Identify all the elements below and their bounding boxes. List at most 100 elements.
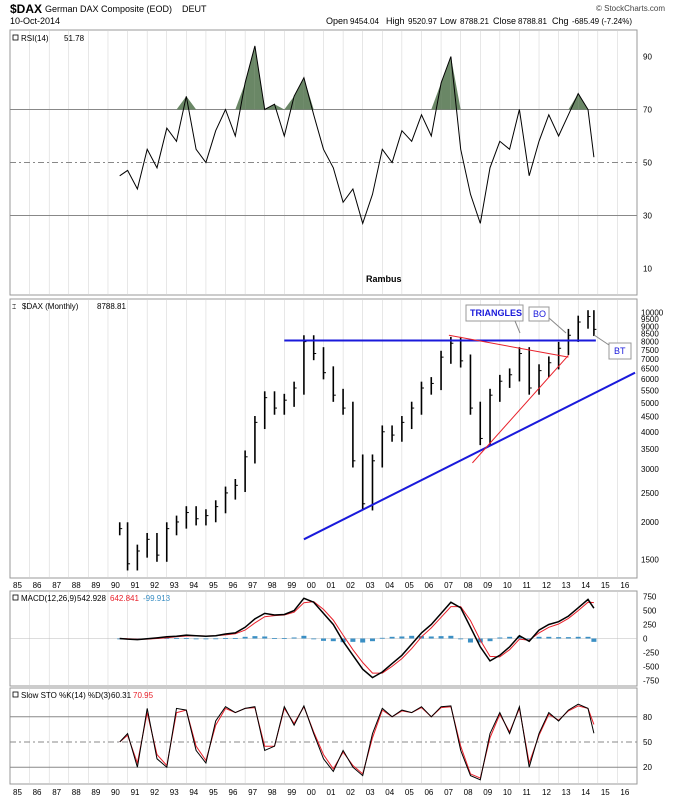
header-low-label: Low bbox=[440, 16, 457, 26]
annotation-bt-pointer bbox=[593, 334, 610, 346]
stoch-x-tick-label: 16 bbox=[620, 788, 629, 797]
stoch-x-tick-label: 90 bbox=[111, 788, 120, 797]
stoch-x-tick-label: 06 bbox=[424, 788, 433, 797]
macd-y-tick-label: 0 bbox=[643, 635, 648, 644]
macd-histogram-bar bbox=[448, 635, 454, 639]
x-tick-label: 89 bbox=[91, 581, 100, 590]
rsi-overbought-fill bbox=[568, 93, 579, 110]
stoch-x-tick-label: 94 bbox=[189, 788, 198, 797]
rsi-y-tick-label: 70 bbox=[643, 106, 652, 115]
macd-y-tick-label: 750 bbox=[643, 593, 657, 602]
stoch-x-tick-label: 04 bbox=[385, 788, 394, 797]
price-y-tick-label: 7500 bbox=[641, 346, 659, 355]
header-open: 9454.04 bbox=[350, 17, 379, 26]
stoch-x-tick-label: 99 bbox=[287, 788, 296, 797]
annotation-bo-pointer bbox=[548, 317, 567, 334]
stoch-x-tick-label: 97 bbox=[248, 788, 257, 797]
macd-histogram-bar bbox=[379, 637, 385, 639]
annotation-triangles-box bbox=[465, 304, 524, 322]
rsi-overbought-fill bbox=[450, 56, 461, 110]
macd-legend: MACD(12,26,9) 542.928 642.841 -99.913 bbox=[12, 594, 171, 603]
x-tick-label: 91 bbox=[131, 581, 140, 590]
rsi-overbought-fill bbox=[274, 104, 285, 110]
stoch-x-tick-label: 85 bbox=[13, 788, 22, 797]
macd-histogram-bar bbox=[428, 636, 434, 639]
price-y-tick-label: 3500 bbox=[641, 445, 659, 454]
stoch-x-tick-label: 01 bbox=[327, 788, 336, 797]
macd-histogram-bar bbox=[507, 636, 513, 639]
stoch-x-tick-label: 11 bbox=[522, 788, 531, 797]
macd-histogram-bar bbox=[242, 636, 248, 639]
stoch-x-tick-label: 96 bbox=[229, 788, 238, 797]
price-trendlines bbox=[284, 334, 636, 541]
macd-panel: 750 500 250 0 -250 -500 -750 MACD(12,26,9) 542… bbox=[9, 590, 660, 687]
macd-histogram-bar bbox=[409, 635, 415, 639]
stoch-k-line bbox=[119, 703, 595, 781]
macd-histogram-bar bbox=[232, 637, 238, 639]
price-y-tick-label: 6500 bbox=[641, 365, 659, 374]
price-y-tick-label: 7000 bbox=[641, 355, 659, 364]
rsi-y-ticks: 10 30 50 70 90 bbox=[643, 53, 652, 274]
rsi-overbought-fill bbox=[303, 77, 314, 110]
price-y-tick-label: 10000 bbox=[641, 309, 664, 318]
stoch-x-tick-label: 09 bbox=[483, 788, 492, 797]
header-name: German DAX Composite (EOD) bbox=[45, 4, 172, 14]
macd-histogram-bar bbox=[536, 636, 542, 639]
x-tick-label: 97 bbox=[248, 581, 257, 590]
macd-legend-value-3: -99.913 bbox=[143, 594, 171, 603]
annotation-bo: BO bbox=[528, 306, 567, 334]
macd-histogram-bar bbox=[281, 638, 287, 639]
price-x-ticks: 85 86 87 88 89 90 91 92 93 94 95 96 97 98 99 00 01 02 03 04… bbox=[13, 581, 630, 590]
macd-histogram-bar bbox=[291, 637, 297, 639]
stoch-legend-icon bbox=[12, 691, 19, 698]
rsi-line bbox=[119, 45, 595, 226]
stoch-x-tick-label: 02 bbox=[346, 788, 355, 797]
price-y-tick-label: 4500 bbox=[641, 412, 659, 421]
x-tick-label: 88 bbox=[72, 581, 81, 590]
stoch-x-tick-label: 86 bbox=[33, 788, 42, 797]
macd-histogram-bar bbox=[311, 638, 317, 640]
macd-line bbox=[119, 597, 595, 679]
x-tick-label: 02 bbox=[346, 581, 355, 590]
x-tick-label: 11 bbox=[522, 581, 531, 590]
macd-histogram-bar bbox=[556, 637, 562, 639]
x-tick-label: 08 bbox=[464, 581, 473, 590]
stoch-legend-name: Slow STO %K(14) %D(3) bbox=[21, 691, 111, 700]
header-chg: -685.49 (-7.24%) bbox=[572, 17, 632, 26]
rsi-overbought-fill bbox=[294, 77, 304, 110]
macd-histogram-bar bbox=[585, 636, 591, 639]
stoch-gridlines bbox=[29, 688, 618, 784]
price-y-tick-label: 5000 bbox=[641, 399, 659, 408]
rsi-y-tick-label: 10 bbox=[643, 265, 652, 274]
price-y-tick-label: 4000 bbox=[641, 428, 659, 437]
macd-histogram-bar bbox=[330, 638, 336, 642]
stoch-x-tick-label: 08 bbox=[464, 788, 473, 797]
price-y-tick-label: 8000 bbox=[641, 338, 659, 347]
stoch-x-tick-label: 95 bbox=[209, 788, 218, 797]
stoch-legend-value-1: 60.31 bbox=[111, 691, 132, 700]
x-tick-label: 12 bbox=[542, 581, 551, 590]
price-y-tick-label: 3000 bbox=[641, 465, 659, 474]
price-y-tick-label: 5500 bbox=[641, 386, 659, 395]
rsi-y-tick-label: 50 bbox=[643, 159, 652, 168]
stoch-y-tick-label: 80 bbox=[643, 713, 652, 722]
chart-header: $DAX German DAX Composite (EOD) DEUT 10-… bbox=[10, 2, 665, 26]
macd-histogram-bar bbox=[399, 636, 405, 639]
rsi-overbought-fill bbox=[431, 83, 442, 110]
price-y-tick-label: 6000 bbox=[641, 375, 659, 384]
rsi-overbought-fill bbox=[186, 96, 197, 110]
macd-histogram-bar bbox=[213, 638, 219, 640]
x-tick-label: 86 bbox=[33, 581, 42, 590]
header-close-label: Close bbox=[493, 16, 516, 26]
price-y-tick-label: 8500 bbox=[641, 330, 659, 339]
annotation-triangles-text: TRIANGLES bbox=[470, 308, 522, 318]
macd-legend-value-1: 542.928 bbox=[77, 594, 106, 603]
annotation-bt-text: BT bbox=[614, 346, 626, 356]
macd-histogram-bar bbox=[174, 638, 180, 639]
price-y-tick-label: 9500 bbox=[641, 315, 659, 324]
macd-histogram-bar bbox=[272, 638, 278, 639]
header-high: 9520.97 bbox=[408, 17, 437, 26]
stoch-x-tick-label: 00 bbox=[307, 788, 316, 797]
rsi-overbought-fill bbox=[245, 45, 255, 110]
macd-histogram-bar bbox=[516, 636, 522, 639]
